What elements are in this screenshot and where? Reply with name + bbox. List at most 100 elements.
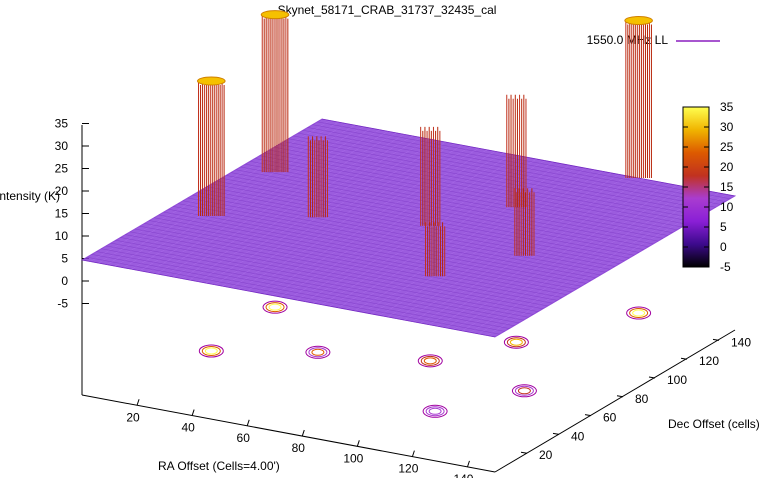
peak: [425, 222, 446, 277]
y-tick-mark: [552, 432, 560, 435]
surface-grid-line: [312, 124, 726, 202]
surface-grid-line: [201, 189, 616, 267]
colorbar-tick-label: 20: [720, 160, 734, 174]
y-tick-mark: [520, 451, 528, 454]
x-tick-label: 100: [343, 451, 363, 465]
surface-grid-line: [153, 217, 568, 295]
y-tick-label: 100: [667, 373, 687, 387]
peak-cap: [624, 16, 653, 26]
legend: 1550.0 MHz LL: [587, 33, 720, 47]
x-tick-label: 40: [181, 421, 195, 435]
colorbar-ticks: -5 0 5 10 15 20 25 30 35: [683, 100, 734, 274]
surface-grid-line: [86, 256, 500, 335]
contour-ring: [632, 309, 646, 317]
x-tick-mark: [411, 450, 415, 457]
surface-grid-line: [134, 228, 548, 307]
surface-grid-line: [158, 214, 572, 293]
z-tick-label: 10: [55, 229, 69, 243]
contour-ring: [428, 407, 442, 415]
contour-ring: [204, 347, 218, 355]
contour-ring: [198, 344, 224, 358]
z-tick-label: -5: [57, 297, 68, 311]
surface-grid-line: [307, 127, 721, 205]
colorbar-tick-label: 30: [720, 120, 734, 134]
surface-grid-line: [206, 186, 620, 264]
contour-ring: [509, 338, 523, 346]
y-tick-mark: [616, 395, 624, 398]
colorbar-tick-label: 0: [720, 240, 727, 254]
x-tick-mark: [356, 440, 360, 447]
contour-ring: [511, 384, 537, 398]
surface-grid-line: [163, 211, 577, 290]
surface-grid-line: [96, 251, 510, 329]
peak: [197, 76, 226, 216]
x-tick-label: 20: [126, 410, 140, 424]
peak-cap: [197, 76, 226, 86]
y-tick-mark: [680, 357, 688, 360]
surface-grid-line: [235, 169, 649, 247]
peak-columns: [197, 10, 653, 277]
surface-grid-line: [144, 223, 558, 301]
z-tick-label: 25: [55, 162, 69, 176]
x-tick-mark: [191, 409, 195, 416]
surface-grid-line: [197, 192, 611, 270]
surface-grid-line: [187, 197, 601, 276]
y-axis-ticks: 20 40 60 80 100 120 140: [520, 335, 751, 462]
z-axis-ticks: -5 0 5 10 15 20 25 30 35: [55, 117, 89, 311]
surface-grid-line: [125, 234, 539, 312]
colorbar-tick-label: 10: [720, 200, 734, 214]
peak: [420, 126, 441, 226]
y-tick-label: 120: [699, 354, 719, 368]
contour-ring: [262, 300, 288, 314]
z-tick-label: 20: [55, 184, 69, 198]
surface-grid-line: [120, 237, 534, 315]
x-tick-mark: [136, 399, 140, 406]
surface-grid-line: [192, 194, 606, 273]
y-tick-mark: [648, 376, 656, 379]
surface-grid-line: [297, 132, 712, 211]
surface-grid-line: [101, 248, 515, 326]
intensity-surface: [80, 118, 737, 338]
contour-ring: [308, 347, 328, 358]
contour-ring: [305, 345, 331, 359]
surface-grid-line: [288, 138, 702, 216]
z-axis-label: Intensity (K): [0, 189, 60, 203]
base-contours: [198, 300, 652, 418]
surface-grid-line: [240, 166, 654, 245]
x-axis-label: RA Offset (Cells=4.00'): [158, 459, 280, 473]
x-tick-mark: [466, 460, 470, 468]
y-tick-label: 140: [731, 335, 751, 349]
surface-grid-line: [182, 200, 596, 278]
surface-grid-line: [110, 242, 524, 321]
surface-grid-line: [259, 155, 673, 233]
surface-grid-line: [115, 240, 529, 318]
contour-ring: [503, 335, 529, 349]
surface-grid-line: [139, 225, 553, 304]
surface-grid-line: [177, 203, 592, 281]
z-tick-label: 15: [55, 207, 69, 221]
y-tick-label: 80: [635, 392, 649, 406]
contour-ring: [506, 337, 526, 348]
surface-grid-line: [221, 178, 635, 256]
contour-ring: [517, 387, 531, 395]
contour-ring: [514, 385, 534, 396]
x-tick-label: 120: [398, 462, 418, 476]
surface-grid-line: [173, 206, 587, 284]
contour-ring: [425, 406, 445, 417]
y-tick-mark: [584, 414, 592, 417]
surface-grid-line: [81, 259, 496, 338]
contour-ring: [265, 302, 285, 313]
peak: [514, 188, 535, 256]
surface-grid-line: [129, 231, 544, 309]
contour-ring: [629, 308, 649, 319]
y-tick-label: 40: [571, 429, 585, 443]
z-tick-label: 5: [61, 252, 68, 266]
peak: [624, 16, 653, 179]
surface-grid-line: [264, 152, 678, 231]
contour-ring: [422, 404, 448, 418]
chart-title: Skynet_58171_CRAB_31737_32435_cal: [278, 3, 497, 17]
peak: [260, 10, 290, 173]
surface-grid-line: [105, 245, 520, 324]
contour-ring: [268, 303, 282, 311]
